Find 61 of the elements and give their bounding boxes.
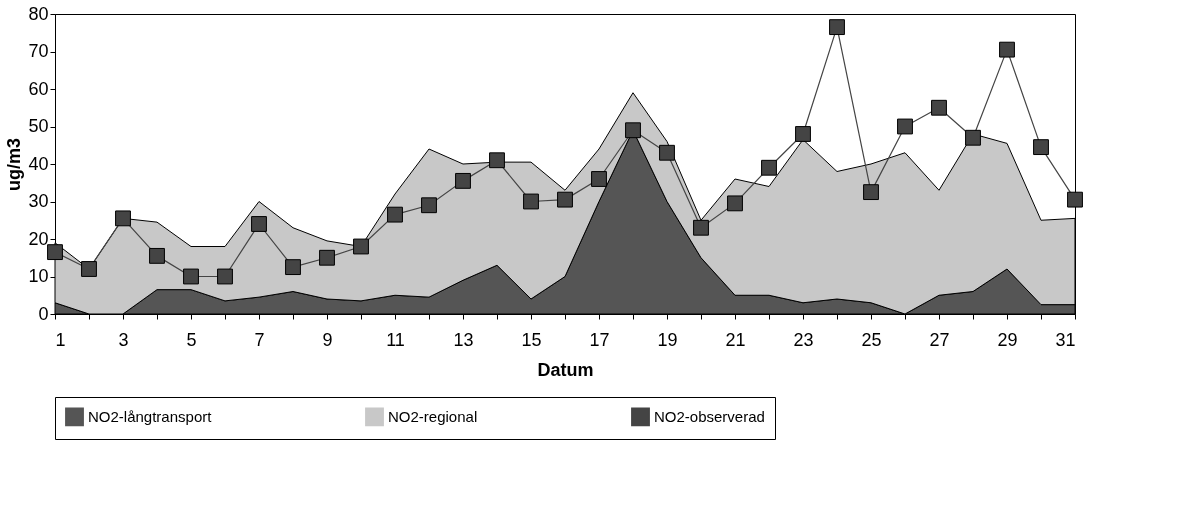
point: [557, 191, 573, 208]
point: [81, 261, 97, 277]
point: [931, 99, 947, 116]
x-axis-title: Datum: [537, 359, 594, 380]
point: [965, 129, 981, 146]
x-tick-label: 3: [118, 329, 129, 350]
y-tick-label: 80: [28, 3, 49, 24]
point: [761, 159, 777, 176]
point: [115, 210, 131, 227]
x-tick-label: 11: [386, 329, 405, 350]
point: [285, 259, 301, 276]
point: [183, 268, 199, 285]
point: [625, 122, 641, 139]
x-tick-label: 25: [861, 329, 882, 350]
x-tick-label: 19: [657, 329, 678, 350]
y-tick-label: 30: [28, 191, 49, 211]
point: [999, 41, 1015, 58]
point: [1067, 191, 1083, 208]
x-tick-label: 23: [793, 329, 814, 350]
point: [727, 195, 743, 212]
point: [217, 268, 233, 285]
point: [387, 206, 403, 223]
point: [523, 193, 539, 210]
x-tick-label: 9: [322, 329, 333, 350]
point: [863, 184, 879, 201]
y-tick-label: 50: [28, 116, 49, 136]
y-axis-title: ug/m3: [4, 137, 25, 192]
y-tick-label: 20: [28, 228, 49, 249]
x-tick-label: 15: [521, 329, 542, 350]
x-tick-label: 5: [186, 329, 197, 350]
y-tick-label: 0: [38, 303, 49, 324]
point: [829, 19, 845, 36]
point: [319, 249, 335, 266]
y-tick-label: 40: [28, 153, 49, 174]
x-tick-label: 17: [589, 329, 610, 350]
point: [897, 118, 913, 135]
legend-label: NO2-observerad: [654, 407, 765, 425]
x-tick-label: 7: [254, 329, 265, 350]
point: [47, 244, 63, 261]
y-tick-label: 60: [28, 78, 49, 99]
x-tick-label: 13: [453, 329, 474, 350]
legend-label: NO2-regional: [388, 407, 478, 425]
point: [353, 238, 369, 255]
x-tick-label: 29: [997, 329, 1018, 350]
point: [455, 172, 471, 189]
point: [659, 144, 675, 161]
y-tick-label: 70: [28, 41, 49, 61]
point: [1033, 139, 1049, 156]
x-tick-label: 1: [55, 329, 66, 350]
x-tick-label: 21: [725, 329, 746, 350]
x-tick-label: 27: [929, 329, 950, 350]
x-tick-label: 31: [1055, 329, 1076, 350]
point: [421, 197, 437, 214]
point: [591, 171, 607, 187]
point: [149, 247, 165, 264]
point: [251, 216, 267, 232]
point: [795, 126, 811, 142]
point: [489, 152, 505, 169]
y-tick-label: 10: [28, 266, 49, 286]
point: [693, 219, 709, 236]
legend-label: NO2-långtransport: [88, 407, 213, 425]
